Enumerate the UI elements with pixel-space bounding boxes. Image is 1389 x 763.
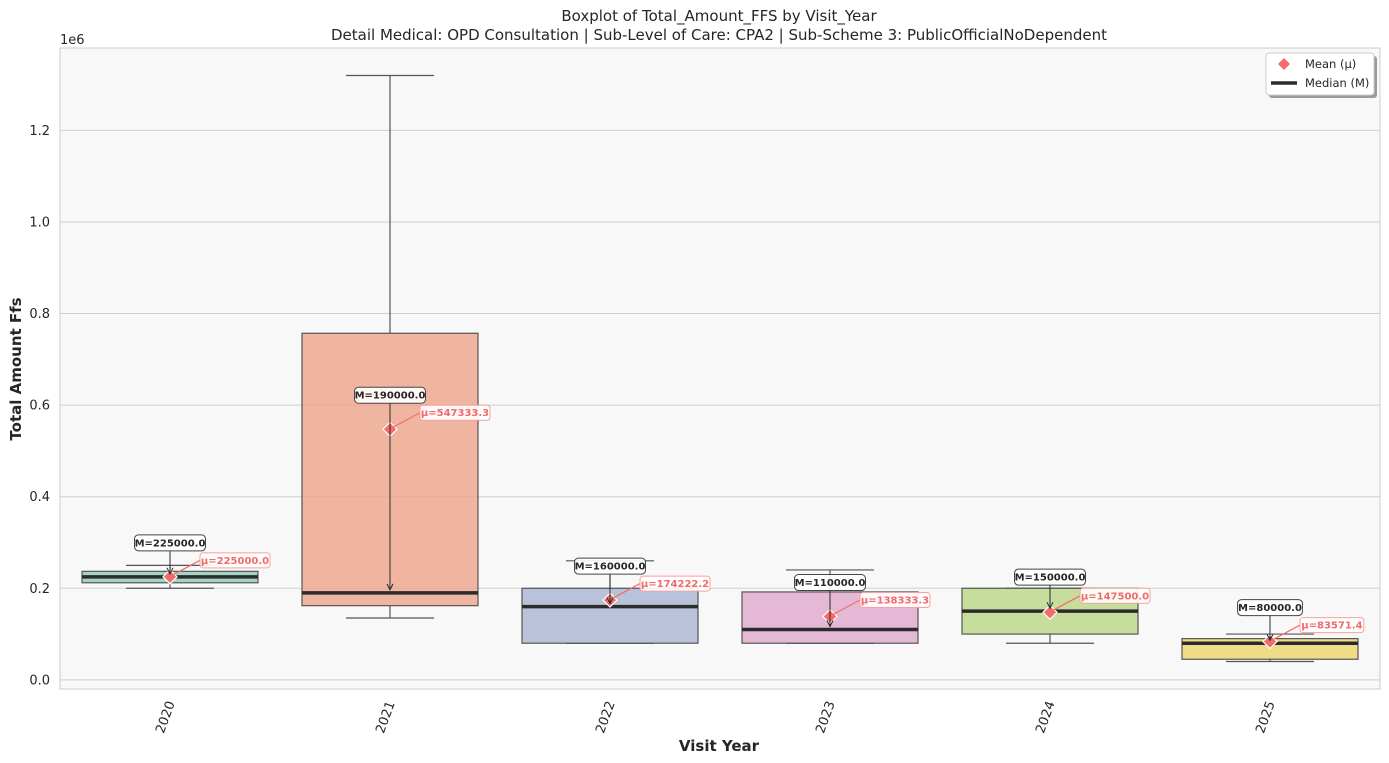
y-axis-title: Total Amount Ffs	[7, 297, 25, 440]
y-tick-label: 0.8	[29, 307, 50, 322]
plot-background	[60, 48, 1380, 689]
plot-frame	[59, 47, 1381, 690]
mean-annotation-connector	[612, 583, 641, 599]
mean-annotation-box	[639, 575, 711, 592]
x-axis-title: Visit Year	[679, 737, 760, 755]
median-arrowhead	[1266, 633, 1274, 642]
y-tick-label: 1.0	[29, 215, 50, 230]
median-arrowhead	[606, 597, 614, 605]
mean-annotation-connector	[172, 559, 201, 576]
mean-annotation-label: μ=174222.2	[641, 579, 709, 590]
median-arrowhead	[386, 583, 394, 591]
median-arrowhead	[166, 567, 174, 575]
box-group-2021: M=190000.0 μ=547333.3 2021	[301, 74, 491, 735]
chart-subtitle: Detail Medical: OPD Consultation | Sub-L…	[331, 26, 1107, 44]
median-annotation-box	[794, 574, 866, 592]
median-annotation-box	[1014, 568, 1086, 586]
y-tick-label: 0.4	[29, 490, 50, 505]
mean-annotation-connector	[1272, 624, 1301, 641]
mean-annotation-label: μ=83571.4	[1301, 621, 1362, 632]
x-tick-label: 2020	[153, 699, 178, 735]
y-tick-label: 0.6	[29, 399, 50, 414]
median-arrowhead	[1046, 601, 1054, 610]
mean-annotation-box	[1299, 617, 1365, 634]
mean-annotation-label: μ=547333.3	[421, 408, 489, 419]
median-annotation-label: M=110000.0	[795, 578, 866, 589]
median-annotation-box	[574, 557, 646, 575]
median-annotation-label: M=225000.0	[135, 538, 206, 549]
y-tick-label: 1.2	[29, 124, 50, 139]
median-annotation-box	[354, 386, 426, 404]
mean-annotation-label: μ=147500.0	[1081, 591, 1149, 602]
y-axis-offset-label: 1e6	[60, 33, 85, 48]
x-tick-label: 2023	[813, 699, 838, 735]
legend: Mean (μ) Median (M)	[1265, 52, 1377, 98]
median-annotation-box	[134, 534, 206, 552]
median-arrowhead	[826, 620, 834, 628]
x-tick-label: 2021	[373, 699, 398, 735]
mean-annotation-box	[419, 404, 491, 421]
chart-title: Boxplot of Total_Amount_FFS by Visit_Yea…	[561, 7, 877, 26]
box-group-2024: M=150000.0 μ=147500.0 2024	[961, 568, 1151, 735]
x-tick-label: 2025	[1253, 699, 1278, 735]
median-annotation-label: M=160000.0	[575, 562, 646, 573]
median-annotation-label: M=80000.0	[1238, 603, 1302, 614]
legend-median-label: Median (M)	[1305, 76, 1369, 90]
y-tick-label: 0.2	[29, 582, 50, 597]
median-annotation-label: M=190000.0	[355, 391, 426, 402]
mean-annotation-box	[1079, 587, 1151, 604]
x-tick-label: 2022	[593, 699, 618, 735]
mean-annotation-label: μ=138333.3	[861, 596, 929, 607]
mean-annotation-connector	[392, 412, 421, 428]
y-tick-label: 0.0	[29, 673, 50, 688]
legend-mean-label: Mean (μ)	[1305, 57, 1356, 71]
plot-area: 0.0 0.2 0.4 0.6 0.8 1.0 1.2 M=225000.0 μ=225000.…	[29, 47, 1381, 735]
mean-annotation-connector	[1052, 595, 1081, 611]
mean-annotation-box	[859, 592, 931, 609]
mean-annotation-label: μ=225000.0	[201, 556, 269, 567]
median-annotation-label: M=150000.0	[1015, 573, 1086, 584]
mean-annotation-connector	[832, 599, 861, 616]
legend-mean-marker	[1278, 58, 1290, 70]
box-group-2022: M=160000.0 μ=174222.2 2022	[521, 557, 711, 735]
median-annotation-box	[1237, 599, 1303, 617]
x-tick-label: 2024	[1033, 699, 1058, 735]
mean-annotation-box	[199, 552, 271, 569]
box-group-2023: M=110000.0 μ=138333.3 2023	[741, 569, 931, 735]
